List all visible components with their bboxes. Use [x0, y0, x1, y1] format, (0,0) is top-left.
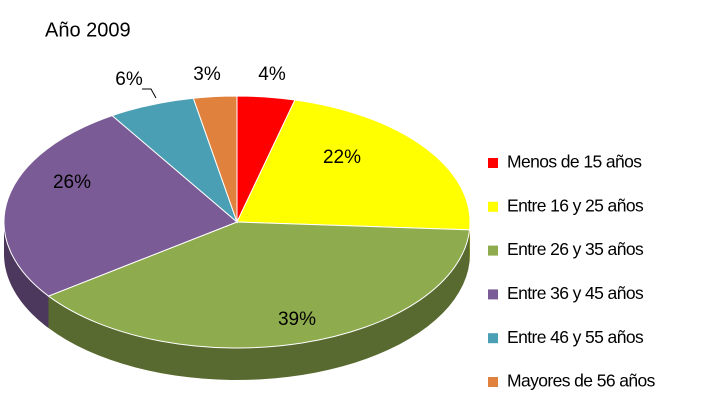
- legend: Menos de 15 años Entre 16 y 25 años Entre …: [488, 152, 656, 391]
- legend-swatch: [488, 245, 498, 256]
- data-label: 3%: [193, 64, 221, 85]
- legend-label: Entre 46 y 55 años: [507, 327, 644, 347]
- data-label: 39%: [278, 309, 316, 330]
- data-label: 6%: [115, 69, 143, 90]
- slice: [236, 99, 471, 231]
- legend-label: Mayores de 56 años: [507, 371, 656, 391]
- slice: [3, 115, 238, 297]
- legend-label: Entre 16 y 25 años: [507, 195, 644, 215]
- slice: [192, 95, 238, 223]
- legend-swatch: [488, 158, 498, 168]
- data-label: 26%: [53, 172, 91, 193]
- leader-line: [142, 88, 157, 99]
- legend-swatch: [488, 377, 498, 387]
- legend-swatch: [488, 201, 498, 212]
- chart-title: Año 2009: [45, 19, 131, 41]
- slice: [47, 221, 471, 349]
- data-label: 4%: [258, 64, 286, 85]
- pie: [3, 95, 471, 380]
- data-label: 22%: [323, 147, 361, 168]
- legend-swatch: [488, 289, 498, 300]
- legend-label: Entre 26 y 35 años: [507, 239, 644, 259]
- legend-label: Entre 36 y 45 años: [507, 283, 644, 303]
- slice-side: [4, 222, 49, 329]
- legend-swatch: [488, 333, 498, 344]
- slice-side: [48, 229, 470, 380]
- legend-label: Menos de 15 años: [507, 152, 642, 172]
